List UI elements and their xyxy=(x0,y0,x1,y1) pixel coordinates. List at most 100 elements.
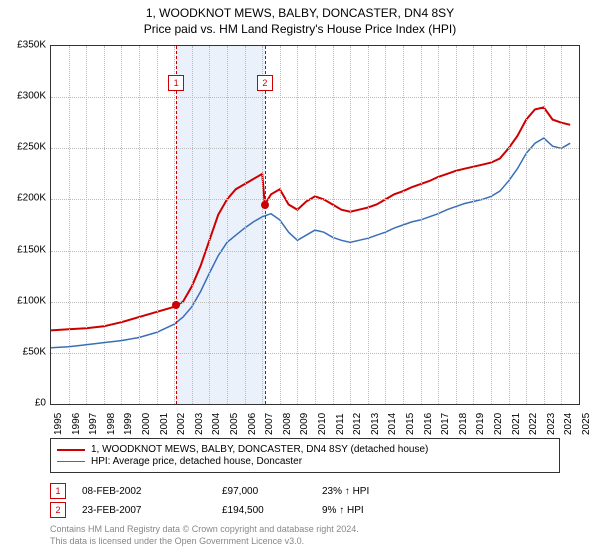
xtick-label: 2014 xyxy=(387,413,398,435)
gridline-v xyxy=(139,46,140,404)
attribution-line2: This data is licensed under the Open Gov… xyxy=(50,536,359,548)
xtick-label: 2007 xyxy=(264,413,275,435)
gridline-v xyxy=(438,46,439,404)
ytick-label: £300K xyxy=(17,91,46,102)
xtick-label: 2021 xyxy=(511,413,522,435)
sales-marker: 1 xyxy=(50,483,66,499)
xtick-label: 2017 xyxy=(440,413,451,435)
sales-row: 2 23-FEB-2007£194,5009% ↑ HPI xyxy=(50,502,560,518)
sales-hpi: 23% ↑ HPI xyxy=(322,486,462,497)
ytick-label: £250K xyxy=(17,142,46,153)
sale-marker-line xyxy=(176,46,177,404)
title-address: 1, WOODKNOT MEWS, BALBY, DONCASTER, DN4 … xyxy=(0,6,600,20)
xtick-label: 2018 xyxy=(458,413,469,435)
sales-price: £194,500 xyxy=(222,505,322,516)
gridline-v xyxy=(209,46,210,404)
gridline-v xyxy=(333,46,334,404)
xtick-label: 1995 xyxy=(53,413,64,435)
legend-label: HPI: Average price, detached house, Donc… xyxy=(91,456,302,467)
gridline-v xyxy=(69,46,70,404)
xtick-label: 2019 xyxy=(475,413,486,435)
gridline-v xyxy=(473,46,474,404)
sale-marker-dot xyxy=(172,301,180,309)
gridline-v xyxy=(192,46,193,404)
sale-marker-dot xyxy=(261,201,269,209)
attribution-line1: Contains HM Land Registry data © Crown c… xyxy=(50,524,359,536)
legend-item: 1, WOODKNOT MEWS, BALBY, DONCASTER, DN4 … xyxy=(57,444,553,455)
sales-price: £97,000 xyxy=(222,486,322,497)
xtick-label: 1999 xyxy=(123,413,134,435)
ytick-label: £50K xyxy=(23,346,46,357)
gridline-v xyxy=(561,46,562,404)
sales-date: 23-FEB-2007 xyxy=(82,505,222,516)
legend-label: 1, WOODKNOT MEWS, BALBY, DONCASTER, DN4 … xyxy=(91,444,428,455)
gridline-v xyxy=(350,46,351,404)
sales-date: 08-FEB-2002 xyxy=(82,486,222,497)
sale-marker-line xyxy=(265,46,266,404)
xtick-label: 2009 xyxy=(299,413,310,435)
ytick-label: £200K xyxy=(17,193,46,204)
xtick-label: 1996 xyxy=(71,413,82,435)
legend-swatch xyxy=(57,449,85,451)
chart-titles: 1, WOODKNOT MEWS, BALBY, DONCASTER, DN4 … xyxy=(0,0,600,36)
title-subtitle: Price paid vs. HM Land Registry's House … xyxy=(0,22,600,36)
gridline-v xyxy=(526,46,527,404)
xtick-label: 1998 xyxy=(106,413,117,435)
xtick-label: 1997 xyxy=(88,413,99,435)
xtick-label: 2012 xyxy=(352,413,363,435)
gridline-v xyxy=(368,46,369,404)
xtick-label: 2023 xyxy=(546,413,557,435)
gridline-v xyxy=(245,46,246,404)
gridline-v xyxy=(86,46,87,404)
xtick-label: 2016 xyxy=(423,413,434,435)
xtick-label: 2008 xyxy=(282,413,293,435)
gridline-v xyxy=(297,46,298,404)
gridline-v xyxy=(121,46,122,404)
xtick-label: 2025 xyxy=(581,413,592,435)
ytick-label: £0 xyxy=(35,398,46,409)
gridline-v xyxy=(403,46,404,404)
gridline-v xyxy=(157,46,158,404)
xtick-label: 2022 xyxy=(528,413,539,435)
legend-box: 1, WOODKNOT MEWS, BALBY, DONCASTER, DN4 … xyxy=(50,438,560,473)
xtick-label: 2024 xyxy=(563,413,574,435)
xtick-label: 2010 xyxy=(317,413,328,435)
series-hpi xyxy=(51,138,570,348)
gridline-v xyxy=(509,46,510,404)
gridline-v xyxy=(262,46,263,404)
legend-item: HPI: Average price, detached house, Donc… xyxy=(57,456,553,467)
gridline-v xyxy=(227,46,228,404)
xtick-label: 2003 xyxy=(194,413,205,435)
sales-hpi: 9% ↑ HPI xyxy=(322,505,462,516)
sales-marker: 2 xyxy=(50,502,66,518)
xtick-label: 2000 xyxy=(141,413,152,435)
attribution-text: Contains HM Land Registry data © Crown c… xyxy=(50,524,359,547)
ytick-label: £350K xyxy=(17,40,46,51)
xtick-label: 2006 xyxy=(247,413,258,435)
xtick-label: 2015 xyxy=(405,413,416,435)
ytick-label: £100K xyxy=(17,295,46,306)
chart-container: 1, WOODKNOT MEWS, BALBY, DONCASTER, DN4 … xyxy=(0,0,600,560)
gridline-v xyxy=(385,46,386,404)
gridline-v xyxy=(104,46,105,404)
gridline-v xyxy=(280,46,281,404)
ytick-label: £150K xyxy=(17,244,46,255)
gridline-v xyxy=(174,46,175,404)
xtick-label: 2001 xyxy=(159,413,170,435)
chart-plot-area: 12 xyxy=(50,45,580,405)
xtick-label: 2004 xyxy=(211,413,222,435)
gridline-v xyxy=(421,46,422,404)
gridline-v xyxy=(491,46,492,404)
xtick-label: 2011 xyxy=(335,413,346,435)
xtick-label: 2002 xyxy=(176,413,187,435)
gridline-v xyxy=(456,46,457,404)
sales-row: 1 08-FEB-2002£97,00023% ↑ HPI xyxy=(50,483,560,499)
xtick-label: 2005 xyxy=(229,413,240,435)
gridline-v xyxy=(544,46,545,404)
gridline-v xyxy=(315,46,316,404)
series-property xyxy=(51,107,570,330)
sale-marker-box: 1 xyxy=(168,75,184,91)
xtick-label: 2013 xyxy=(370,413,381,435)
sales-table: 1 08-FEB-2002£97,00023% ↑ HPI 2 23-FEB-2007… xyxy=(50,480,560,521)
sale-marker-box: 2 xyxy=(257,75,273,91)
